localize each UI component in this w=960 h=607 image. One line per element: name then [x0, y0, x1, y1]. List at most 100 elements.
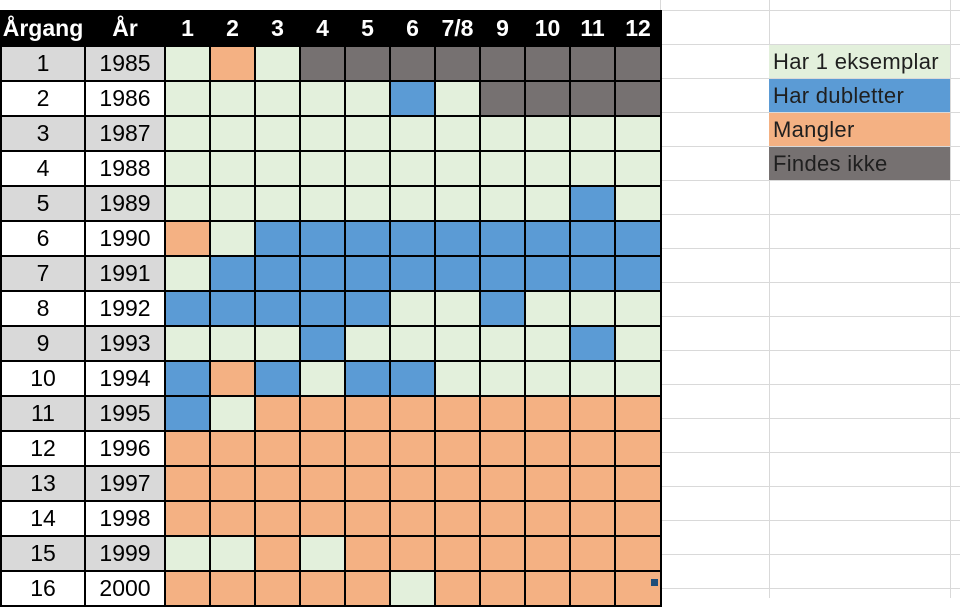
cell-issue-7-8[interactable]	[434, 220, 481, 257]
cell-issue-3[interactable]	[254, 220, 301, 257]
cell-issue-6[interactable]	[389, 360, 436, 397]
cell-issue-5[interactable]	[344, 255, 391, 292]
header-issue-5[interactable]: 5	[344, 10, 391, 47]
cell-issue-12[interactable]	[614, 325, 662, 362]
legend-har-dubletter[interactable]: Har dubletter	[769, 78, 950, 113]
cell-issue-3[interactable]	[254, 290, 301, 327]
cell-issue-6[interactable]	[389, 500, 436, 537]
cell-issue-5[interactable]	[344, 80, 391, 117]
cell-issue-3[interactable]	[254, 500, 301, 537]
cell-argang[interactable]: 11	[0, 395, 86, 432]
cell-issue-2[interactable]	[209, 150, 256, 187]
cell-ar[interactable]: 1998	[84, 500, 166, 537]
cell-issue-3[interactable]	[254, 465, 301, 502]
cell-issue-3[interactable]	[254, 430, 301, 467]
cell-issue-6[interactable]	[389, 535, 436, 572]
cell-issue-7-8[interactable]	[434, 570, 481, 607]
cell-issue-4[interactable]	[299, 150, 346, 187]
cell-ar[interactable]: 1996	[84, 430, 166, 467]
cell-issue-11[interactable]	[569, 150, 616, 187]
cell-issue-11[interactable]	[569, 290, 616, 327]
cell-issue-5[interactable]	[344, 465, 391, 502]
cell-issue-4[interactable]	[299, 325, 346, 362]
cell-argang[interactable]: 13	[0, 465, 86, 502]
cell-issue-7-8[interactable]	[434, 80, 481, 117]
cell-issue-2[interactable]	[209, 570, 256, 607]
cell-issue-4[interactable]	[299, 80, 346, 117]
cell-issue-12[interactable]	[614, 430, 662, 467]
cell-issue-11[interactable]	[569, 500, 616, 537]
cell-issue-1[interactable]	[164, 535, 211, 572]
header-issue-7-8[interactable]: 7/8	[434, 10, 481, 47]
cell-issue-4[interactable]	[299, 395, 346, 432]
cell-issue-1[interactable]	[164, 430, 211, 467]
cell-issue-2[interactable]	[209, 500, 256, 537]
cell-issue-10[interactable]	[524, 45, 571, 82]
cell-issue-6[interactable]	[389, 430, 436, 467]
cell-issue-6[interactable]	[389, 220, 436, 257]
cell-issue-9[interactable]	[479, 360, 526, 397]
cell-issue-12[interactable]	[614, 185, 662, 222]
cell-issue-11[interactable]	[569, 255, 616, 292]
cell-issue-10[interactable]	[524, 150, 571, 187]
cell-issue-12[interactable]	[614, 395, 662, 432]
cell-issue-10[interactable]	[524, 535, 571, 572]
cell-issue-11[interactable]	[569, 570, 616, 607]
fill-handle[interactable]	[651, 579, 658, 586]
cell-issue-10[interactable]	[524, 465, 571, 502]
cell-issue-5[interactable]	[344, 535, 391, 572]
cell-issue-5[interactable]	[344, 45, 391, 82]
cell-ar[interactable]: 1999	[84, 535, 166, 572]
cell-issue-12[interactable]	[614, 220, 662, 257]
cell-issue-5[interactable]	[344, 220, 391, 257]
cell-argang[interactable]: 14	[0, 500, 86, 537]
header-ar[interactable]: År	[84, 10, 166, 47]
cell-argang[interactable]: 12	[0, 430, 86, 467]
cell-issue-1[interactable]	[164, 80, 211, 117]
cell-issue-5[interactable]	[344, 500, 391, 537]
legend-har-1-eksemplar[interactable]: Har 1 eksemplar	[769, 45, 950, 79]
cell-issue-2[interactable]	[209, 185, 256, 222]
cell-issue-1[interactable]	[164, 395, 211, 432]
cell-argang[interactable]: 16	[0, 570, 86, 607]
header-issue-12[interactable]: 12	[614, 10, 662, 47]
header-issue-3[interactable]: 3	[254, 10, 301, 47]
cell-issue-11[interactable]	[569, 395, 616, 432]
cell-issue-1[interactable]	[164, 500, 211, 537]
cell-argang[interactable]: 4	[0, 150, 86, 187]
cell-issue-3[interactable]	[254, 80, 301, 117]
cell-issue-1[interactable]	[164, 570, 211, 607]
cell-issue-4[interactable]	[299, 360, 346, 397]
cell-issue-6[interactable]	[389, 255, 436, 292]
cell-issue-9[interactable]	[479, 220, 526, 257]
cell-issue-9[interactable]	[479, 45, 526, 82]
legend-mangler[interactable]: Mangler	[769, 112, 950, 147]
cell-issue-12[interactable]	[614, 535, 662, 572]
cell-issue-10[interactable]	[524, 185, 571, 222]
cell-issue-3[interactable]	[254, 255, 301, 292]
cell-issue-12[interactable]	[614, 465, 662, 502]
cell-issue-2[interactable]	[209, 465, 256, 502]
cell-argang[interactable]: 15	[0, 535, 86, 572]
cell-issue-7-8[interactable]	[434, 185, 481, 222]
cell-issue-11[interactable]	[569, 115, 616, 152]
cell-issue-7-8[interactable]	[434, 465, 481, 502]
cell-issue-12[interactable]	[614, 115, 662, 152]
cell-issue-4[interactable]	[299, 500, 346, 537]
cell-argang[interactable]: 8	[0, 290, 86, 327]
cell-issue-6[interactable]	[389, 150, 436, 187]
cell-issue-5[interactable]	[344, 150, 391, 187]
cell-issue-2[interactable]	[209, 360, 256, 397]
cell-issue-2[interactable]	[209, 395, 256, 432]
cell-issue-9[interactable]	[479, 535, 526, 572]
cell-issue-9[interactable]	[479, 115, 526, 152]
cell-argang[interactable]: 3	[0, 115, 86, 152]
cell-issue-3[interactable]	[254, 45, 301, 82]
cell-issue-3[interactable]	[254, 150, 301, 187]
cell-issue-3[interactable]	[254, 570, 301, 607]
cell-issue-6[interactable]	[389, 80, 436, 117]
cell-issue-5[interactable]	[344, 360, 391, 397]
header-issue-11[interactable]: 11	[569, 10, 616, 47]
cell-issue-1[interactable]	[164, 45, 211, 82]
cell-issue-2[interactable]	[209, 325, 256, 362]
